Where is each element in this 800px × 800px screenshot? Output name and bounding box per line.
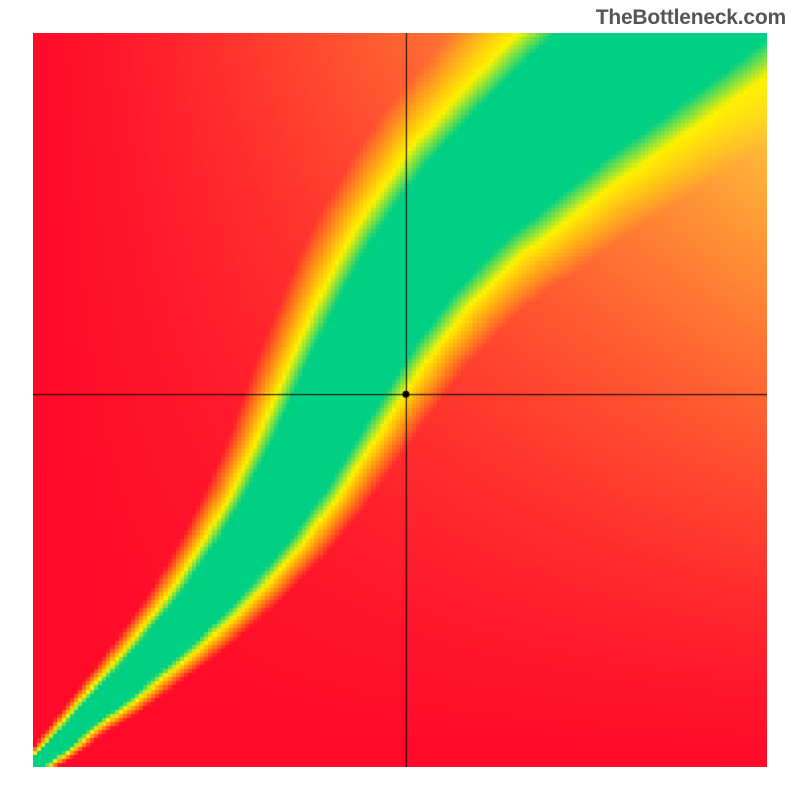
bottleneck-heatmap xyxy=(33,33,767,767)
watermark-text: TheBottleneck.com xyxy=(596,6,786,30)
heatmap-canvas xyxy=(33,33,767,767)
